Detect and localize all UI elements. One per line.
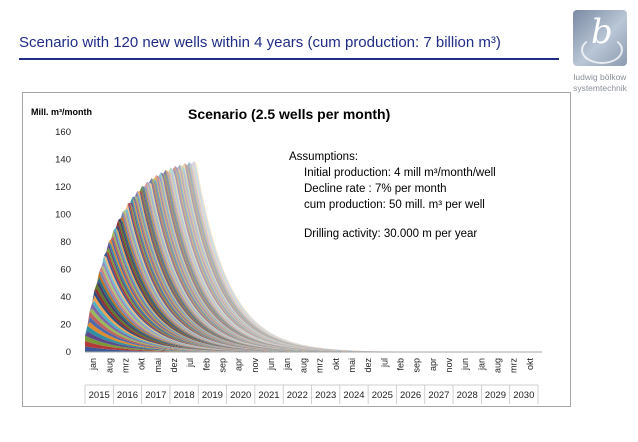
assumption-cum-production: cum production: 50 mill. m³ per well <box>304 199 485 211</box>
x-year-label: 2025 <box>372 390 393 401</box>
x-month-label: aug <box>298 358 308 373</box>
x-year-label: 2027 <box>428 390 449 401</box>
assumption-drilling-activity: Drilling activity: 30.000 m per year <box>304 228 478 240</box>
x-year-label: 2029 <box>485 390 506 401</box>
x-year-label: 2020 <box>230 390 251 401</box>
x-month-label: mrz <box>509 358 519 373</box>
x-month-label: apr <box>234 358 244 371</box>
company-logo: b ludwig bölkow systemtechnik <box>571 10 629 102</box>
assumptions-box: Assumptions: Initial production: 4 mill … <box>289 149 496 242</box>
series-area-75 <box>85 178 538 352</box>
x-year-label: 2017 <box>145 390 166 401</box>
x-month-label: jun <box>460 358 470 371</box>
series-area-113 <box>85 161 538 352</box>
y-tick-label: 120 <box>55 182 71 193</box>
y-tick-label: 40 <box>60 292 71 303</box>
x-month-label: okt <box>525 358 535 371</box>
x-month-label: aug <box>104 358 114 373</box>
x-month-label: aug <box>493 358 503 373</box>
x-month-label: dez <box>363 358 373 373</box>
x-year-label: 2019 <box>202 390 223 401</box>
y-tick-label: 0 <box>66 347 71 358</box>
x-month-label: jun <box>266 358 276 371</box>
x-month-label: nov <box>250 358 260 373</box>
x-month-label: jan <box>476 358 486 371</box>
x-year-label: 2018 <box>174 390 195 401</box>
logo-swirl <box>581 36 623 64</box>
x-year-label: 2023 <box>315 390 336 401</box>
x-month-label: apr <box>428 358 438 371</box>
x-year-label: 2021 <box>258 390 279 401</box>
x-month-label: mrz <box>315 358 325 373</box>
x-month-label: jul <box>379 358 389 368</box>
x-month-label: mrz <box>120 358 130 373</box>
y-tick-label: 60 <box>60 265 71 276</box>
x-month-label: okt <box>331 358 341 371</box>
series-area-47 <box>85 208 538 352</box>
assumptions-heading: Assumptions: <box>289 151 359 163</box>
y-tick-label: 100 <box>55 210 71 221</box>
logo-text-line1: ludwig bölkow <box>573 72 627 82</box>
y-tick-label: 160 <box>55 127 71 138</box>
logo-text-line2: systemtechnik <box>573 83 627 93</box>
y-axis-label: Mill. m³/month <box>31 107 92 117</box>
x-year-label: 2015 <box>89 390 110 401</box>
chart-areas <box>85 160 538 352</box>
x-year-label: 2030 <box>513 390 534 401</box>
assumption-initial-production: Initial production: 4 mill m³/month/well <box>304 167 496 179</box>
y-tick-label: 140 <box>55 155 71 166</box>
title-underline <box>19 58 559 60</box>
x-month-label: jan <box>282 358 292 371</box>
x-month-label: sep <box>412 358 422 373</box>
x-year-label: 2026 <box>400 390 421 401</box>
x-month-label: jan <box>88 358 98 371</box>
x-month-label: okt <box>137 358 147 371</box>
x-month-label: mai <box>153 358 163 373</box>
x-month-label: feb <box>201 358 211 371</box>
logo-text: ludwig bölkow systemtechnik <box>571 72 629 94</box>
x-year-label: 2022 <box>287 390 308 401</box>
series-area-1 <box>85 346 538 352</box>
chart-frame: 0 20 40 60 80 100 120 140 160 jan aug mrz okt mai dez… <box>22 92 571 407</box>
x-year-label: 2028 <box>457 390 478 401</box>
x-month-label: mai <box>347 358 357 373</box>
x-year-label: 2024 <box>343 390 364 401</box>
y-tick-label: 80 <box>60 237 71 248</box>
y-ticks: 0 20 40 60 80 100 120 140 160 <box>55 127 71 358</box>
x-month-label: sep <box>218 358 228 373</box>
x-month-label: jul <box>185 358 195 368</box>
x-month-label: dez <box>169 358 179 373</box>
x-year-labels: 2015 2016 2017 2018 2019 2020 2021 2022 2023 2024… <box>84 384 539 404</box>
x-month-labels: jan aug mrz okt mai dez jul feb sep apr nov jun jan a… <box>88 358 535 374</box>
logo-icon: b <box>573 10 627 66</box>
chart-title: Scenario (2.5 wells per month) <box>188 106 390 122</box>
slide-title: Scenario with 120 new wells within 4 yea… <box>19 34 501 51</box>
x-month-label: nov <box>444 358 454 373</box>
assumption-decline-rate: Decline rate : 7% per month <box>304 183 447 195</box>
y-tick-label: 20 <box>60 320 71 331</box>
x-month-label: feb <box>396 358 406 371</box>
series-area-48 <box>85 203 538 352</box>
x-year-label: 2016 <box>117 390 138 401</box>
